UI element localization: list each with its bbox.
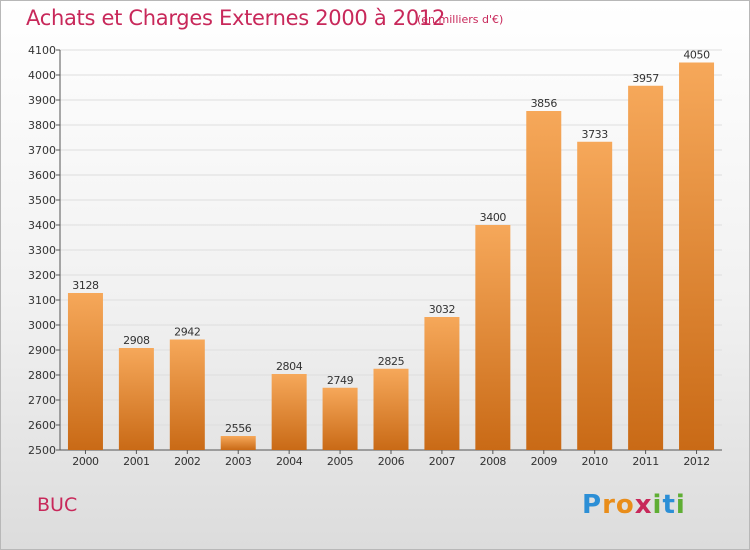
y-tick-label: 4100 [28,44,56,57]
y-tick-label: 2900 [28,344,56,357]
x-tick-label: 2001 [123,455,149,468]
y-tick-label: 2600 [28,419,56,432]
x-tick-label: 2007 [429,455,456,468]
chart-title: Achats et Charges Externes 2000 à 2012 [26,6,446,30]
x-tick-label: 2006 [378,455,405,468]
bar-value-label: 3957 [632,72,659,85]
bar-value-label: 3128 [72,279,99,292]
logo-letter: P [582,490,603,520]
y-tick-label: 2700 [28,394,56,407]
bar [628,85,664,450]
y-tick-label: 3600 [28,169,56,182]
bar [118,348,154,450]
commune-name: BUC [37,494,78,516]
y-tick-label: 3300 [28,244,56,257]
y-tick-label: 3700 [28,144,56,157]
y-tick-label: 3400 [28,219,56,232]
x-tick-label: 2008 [480,455,507,468]
logo-letter: x [634,490,653,520]
bar-value-label: 3400 [480,211,507,224]
y-tick-label: 3200 [28,269,56,282]
proxiti-logo[interactable]: Proxiti [582,490,686,520]
logo-letter: t [662,490,676,520]
bar-value-label: 2749 [327,374,354,387]
y-tick-label: 3100 [28,294,56,307]
y-tick-label: 2500 [28,444,56,457]
x-tick-label: 2003 [225,455,252,468]
bar [526,111,562,450]
bar [424,317,460,450]
bar-value-label: 3032 [429,303,455,316]
bar [679,62,715,450]
logo-letter: r [602,490,616,520]
logo-letter: o [615,490,635,520]
bar-value-label: 3856 [531,97,558,110]
bar [475,225,511,450]
y-tick-label: 3800 [28,119,56,132]
bar [67,293,103,450]
bar-value-label: 2804 [276,360,303,373]
y-tick-label: 2800 [28,369,56,382]
y-tick-label: 3000 [28,319,56,332]
bar [373,368,409,450]
y-tick-label: 3900 [28,94,56,107]
x-tick-label: 2010 [581,455,608,468]
y-tick-label: 3500 [28,194,56,207]
bar [577,141,613,450]
x-tick-label: 2012 [683,455,709,468]
x-tick-label: 2011 [632,455,658,468]
chart-unit-note: (en milliers d'€) [417,13,504,26]
bar-value-label: 4050 [683,49,710,62]
bar [271,374,307,450]
bar [169,339,205,450]
logo-letter: i [675,490,686,520]
bar [220,436,256,450]
x-tick-label: 2009 [531,455,558,468]
logo-letter: i [652,490,663,520]
x-tick-label: 2005 [327,455,354,468]
bar [322,387,358,450]
x-tick-label: 2004 [276,455,303,468]
bar-value-label: 3733 [581,128,608,141]
x-tick-label: 2000 [72,455,99,468]
bar-value-label: 2908 [123,334,150,347]
y-tick-label: 4000 [28,69,56,82]
bar-value-label: 2942 [174,326,200,339]
bar-value-label: 2556 [225,422,252,435]
bar-value-label: 2825 [378,355,405,368]
x-tick-label: 2002 [174,455,200,468]
